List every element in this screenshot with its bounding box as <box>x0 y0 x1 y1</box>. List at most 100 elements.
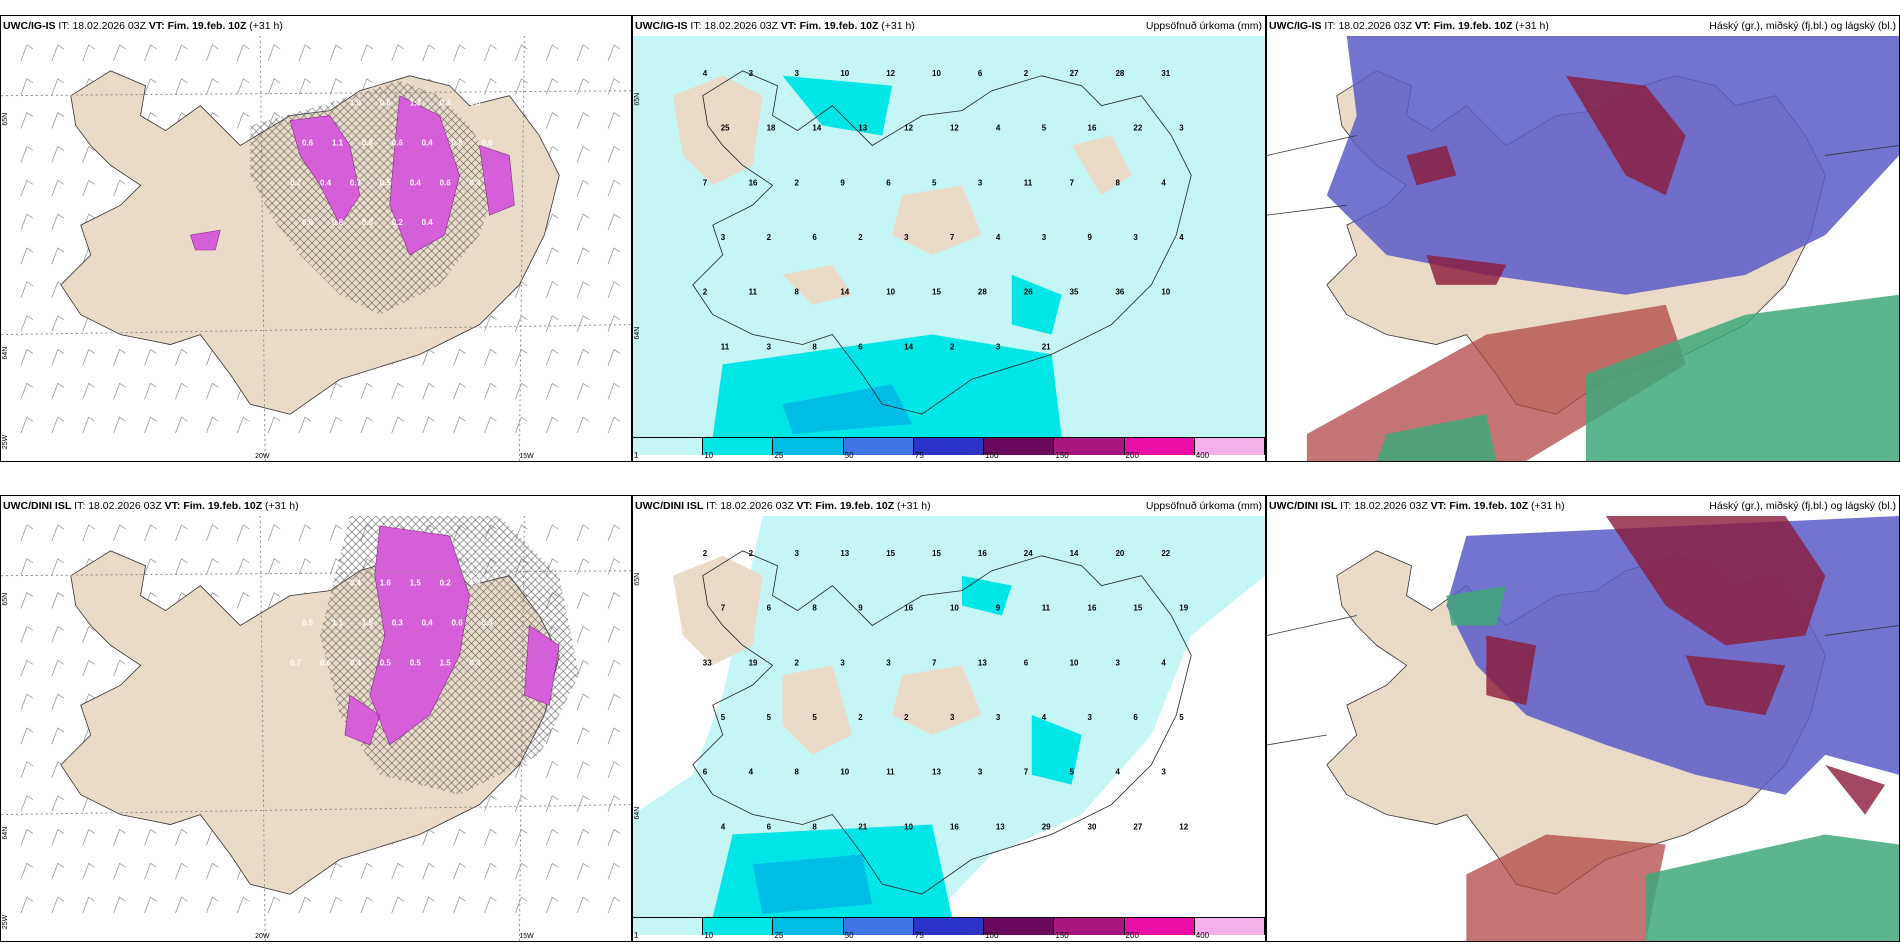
wind-barb <box>51 315 65 332</box>
lead-time: (+31 h) <box>897 500 931 512</box>
value-label: 16 <box>978 549 987 558</box>
heavier-precip <box>712 575 1082 917</box>
wind-barb <box>267 524 281 542</box>
wind-barb <box>113 179 126 197</box>
vt-value: Fim. 19.feb. 10Z <box>183 500 263 512</box>
value-label: 3 <box>1115 658 1120 667</box>
value-labels: 0.4 1.3 0.4 1.6 1.5 0.2 1.4 0.5 1.1 1.5 0.3 0.4 0.6 0… <box>290 579 493 668</box>
value-label: 9 <box>996 604 1001 613</box>
wind-barb <box>576 862 590 880</box>
value-label: 11 <box>1024 178 1033 187</box>
wind-barb <box>144 828 157 846</box>
it-label: IT: <box>690 20 702 32</box>
value-label: 2 <box>904 713 909 722</box>
map-area: 65N 64N 25W 20W 15W 1.4 2.2 1.8 0.6 1.3 0.4 0.… <box>1 36 631 461</box>
wind-barb <box>51 382 65 400</box>
colorbar-swatch <box>703 917 774 935</box>
value-label: 25 <box>721 124 730 133</box>
value-label: 0.4 <box>470 658 482 667</box>
wind-barb <box>20 78 34 95</box>
lat-label: 64N <box>634 807 641 820</box>
value-label: 6 <box>1024 658 1029 667</box>
wind-barb <box>144 348 157 366</box>
wind-barb <box>576 524 590 542</box>
wind-barb <box>545 348 559 366</box>
value-label: 0.6 <box>380 99 392 108</box>
wind-barb <box>545 112 559 129</box>
mid-cloud <box>1486 516 1886 815</box>
wind-barb <box>514 382 528 400</box>
value-label: 15 <box>1133 604 1142 613</box>
map-panel-igis-accum: UWC/IG-IS IT: 18.02.2026 03Z VT: Fim. 19… <box>632 15 1266 462</box>
lead-time: (+31 h) <box>249 20 283 32</box>
it-value: 18.02.2026 03Z <box>88 500 162 512</box>
wind-barb <box>453 78 466 95</box>
wind-barb <box>298 524 312 542</box>
colorbar-swatch <box>843 917 914 935</box>
lat-label: 65N <box>634 93 641 106</box>
value-label: 10 <box>950 604 959 613</box>
wind-barb <box>298 416 312 434</box>
wind-barb <box>113 659 126 677</box>
value-label: 33 <box>703 658 712 667</box>
value-label: 11 <box>749 288 758 297</box>
wind-barb <box>453 382 466 400</box>
value-label: 18 <box>767 124 776 133</box>
map-svg: 65N 64N 25W 20W 15W 1.4 2.2 1.8 0.6 1.3 0.4 0.… <box>1 36 631 461</box>
wind-barb <box>82 145 95 163</box>
wind-barb <box>329 78 343 95</box>
map-panel-dini-precip-type: UWC/DINI ISL IT: 18.02.2026 03Z VT: Fim.… <box>0 495 632 942</box>
wind-barb <box>298 558 312 575</box>
wind-barb <box>607 761 621 778</box>
wind-barb <box>20 281 34 298</box>
value-label: 16 <box>1088 604 1097 613</box>
value-label: 2 <box>1024 69 1029 78</box>
it-label: IT: <box>706 500 718 512</box>
wind-barb <box>51 44 65 62</box>
panel-header: UWC/DINI ISL IT: 18.02.2026 03Z VT: Fim.… <box>1 496 631 516</box>
panel-title: Uppsöfnuð úrkoma (mm) <box>1145 500 1262 512</box>
colorbar-label: 25 <box>774 931 784 940</box>
wind-barb <box>607 348 621 366</box>
wind-barb <box>484 315 497 332</box>
value-label: 6 <box>1133 713 1138 722</box>
value-label: 5 <box>767 713 772 722</box>
wind-barb <box>113 382 126 400</box>
map-area: 65N 64N 2 2 3 13 15 15 16 24 14 20 22 7 6 8 9 16 10 9 11 16… <box>633 516 1265 917</box>
value-label: 7 <box>950 233 955 242</box>
wind-barb <box>267 558 281 575</box>
value-label: 1.1 <box>332 138 344 147</box>
value-label: 8 <box>794 768 799 777</box>
colorbar-swatch <box>773 437 844 455</box>
it-value: 18.02.2026 03Z <box>1338 20 1412 32</box>
wind-barb <box>453 348 466 366</box>
map-panel-dini-accum: UWC/DINI ISL IT: 18.02.2026 03Z VT: Fim.… <box>632 495 1266 942</box>
value-label: 0.7 <box>350 178 362 187</box>
value-label: 0.4 <box>422 618 434 627</box>
value-label: 19 <box>1179 604 1188 613</box>
value-label: 3 <box>978 178 983 187</box>
high-cloud <box>1326 36 1899 295</box>
wind-barb <box>82 625 95 643</box>
wind-barb <box>205 862 219 880</box>
value-label: 15 <box>932 288 941 297</box>
colorbar-swatch <box>843 437 914 455</box>
panel-header: UWC/IG-IS IT: 18.02.2026 03Z VT: Fim. 19… <box>633 16 1265 36</box>
wind-barb <box>82 828 95 846</box>
wind-barb <box>267 44 281 62</box>
wind-barb <box>329 382 343 400</box>
value-label: 0.6 <box>392 138 404 147</box>
value-label: 13 <box>840 549 849 558</box>
wind-barb <box>422 44 435 62</box>
value-label: 15 <box>932 549 941 558</box>
value-label: 7 <box>1024 768 1029 777</box>
wind-barb <box>453 896 466 914</box>
value-label: 3 <box>749 69 754 78</box>
value-label: 4 <box>996 233 1001 242</box>
wind-barb <box>545 213 559 231</box>
lon-label: 25W <box>2 434 9 449</box>
wind-barb <box>545 78 559 95</box>
wind-barb <box>175 828 188 846</box>
value-label: 8 <box>812 822 817 831</box>
